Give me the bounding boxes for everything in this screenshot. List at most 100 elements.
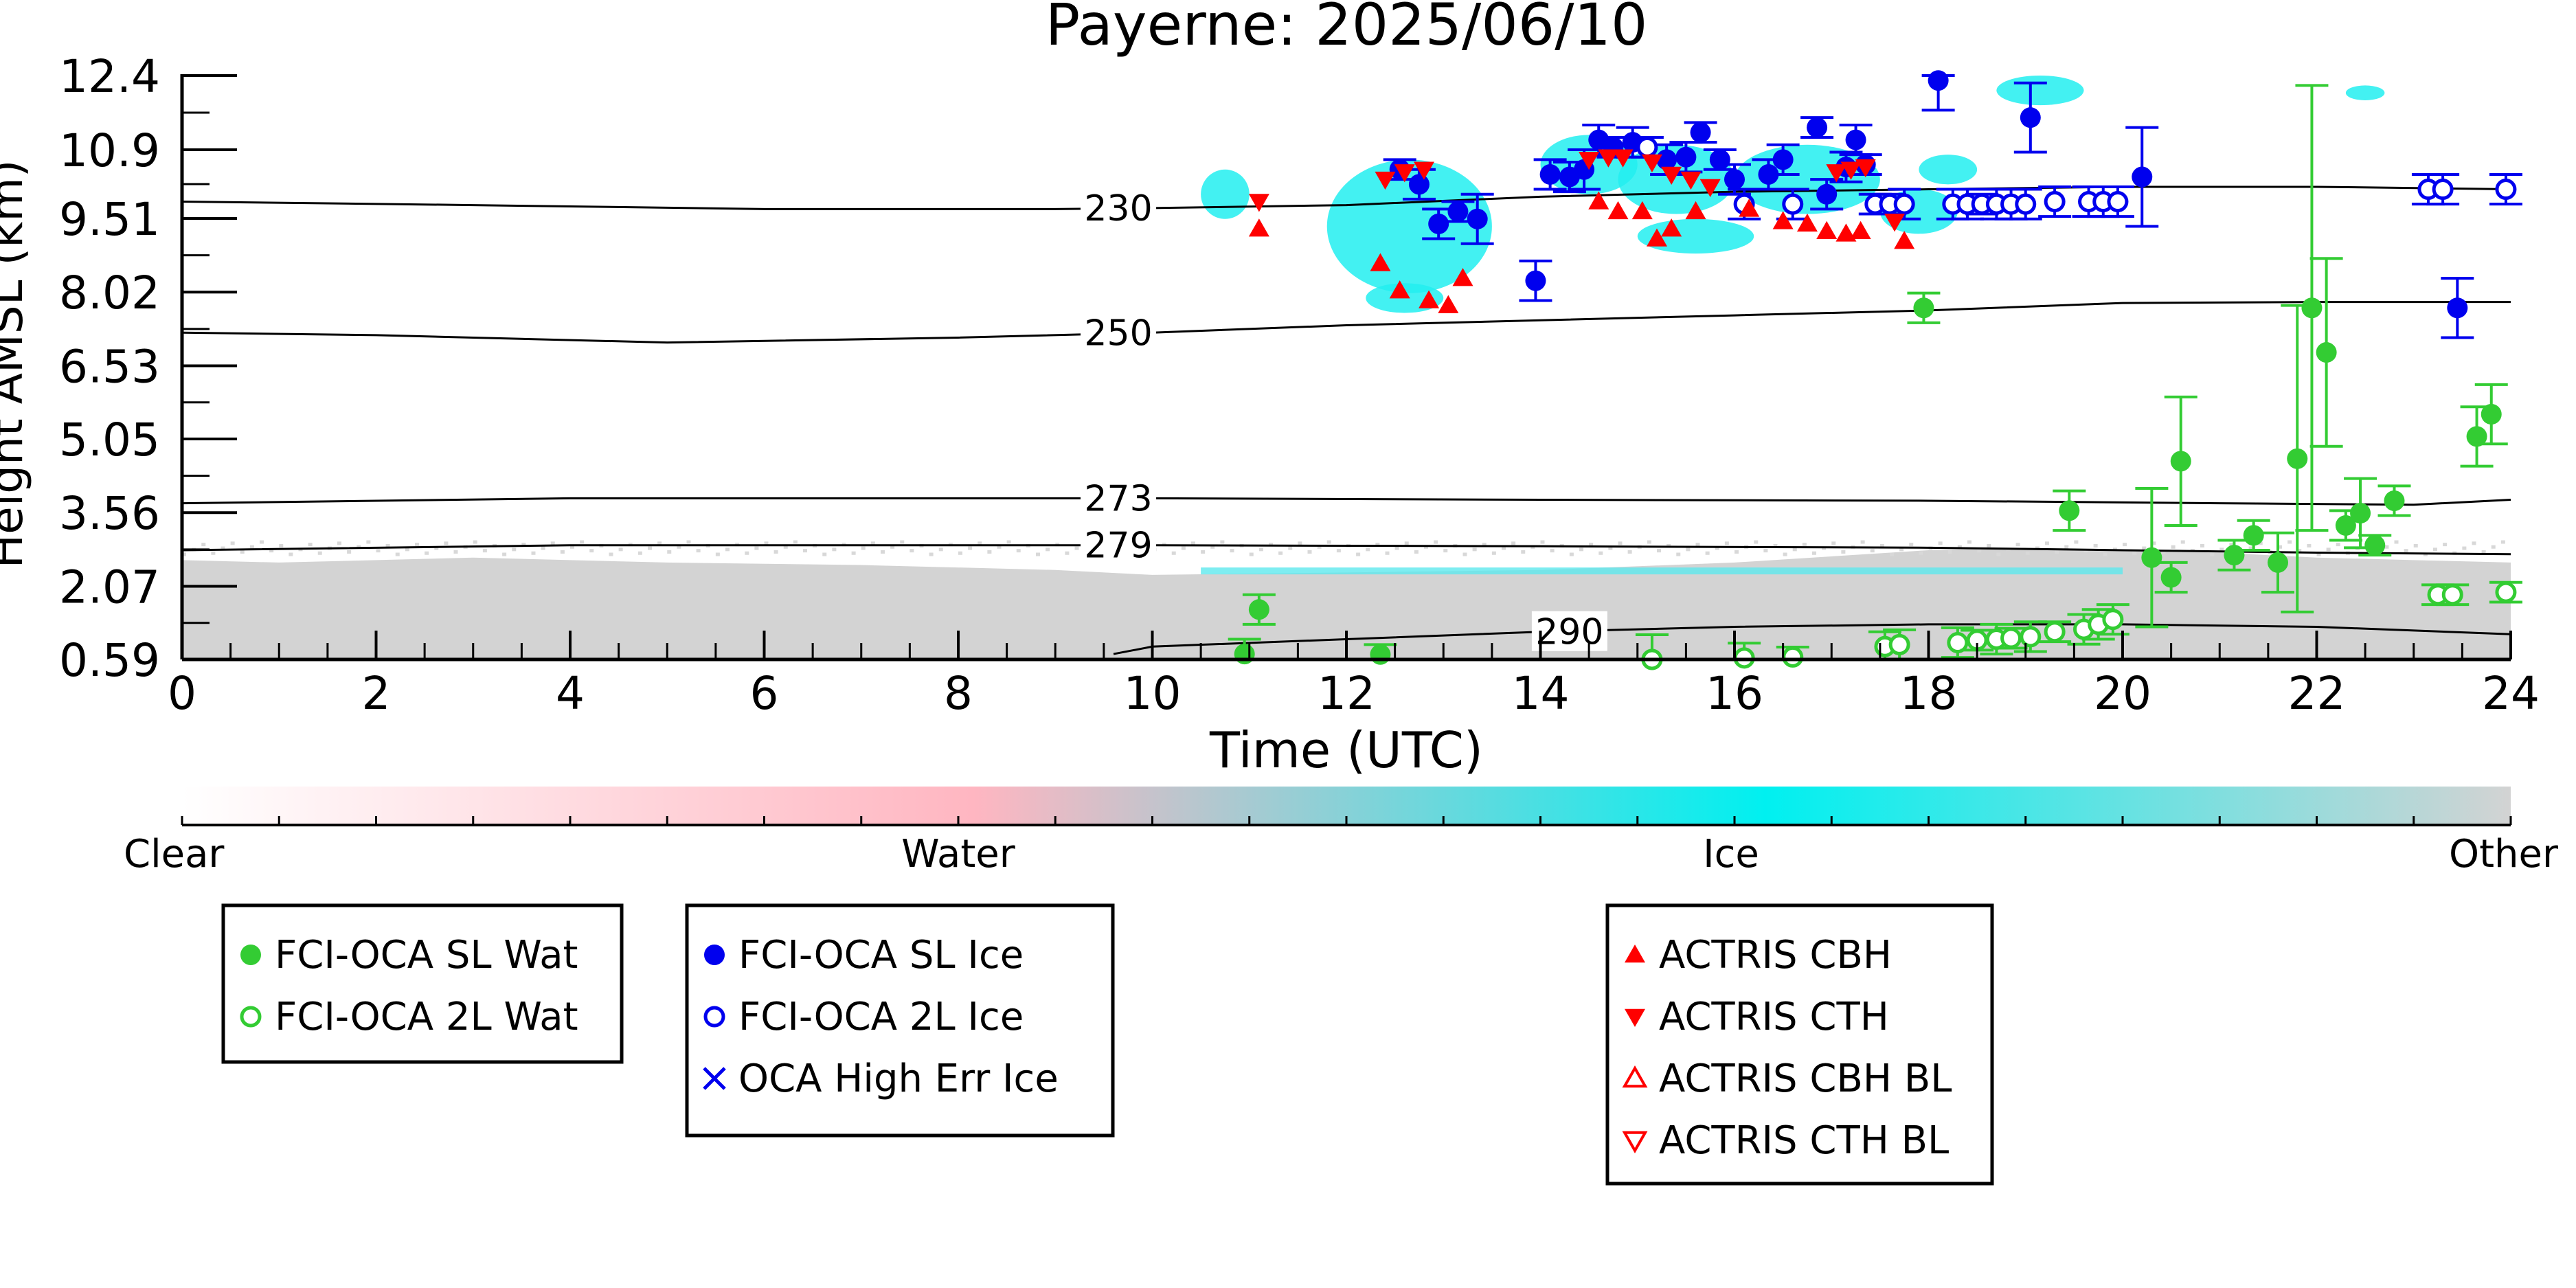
boundary-layer-speckle <box>609 552 613 556</box>
data-point <box>2132 166 2153 188</box>
boundary-layer-speckle <box>249 545 254 549</box>
boundary-layer-speckle <box>2142 546 2147 550</box>
boundary-layer-speckle <box>648 546 652 550</box>
legend-marker <box>1622 1131 1648 1154</box>
boundary-layer-speckle <box>1258 547 1263 552</box>
data-point <box>2224 545 2245 566</box>
legend-frame <box>1605 903 1994 1186</box>
boundary-layer-speckle <box>531 551 536 555</box>
boundary-layer-speckle <box>1802 543 1807 547</box>
boundary-layer-speckle <box>677 545 681 549</box>
boundary-layer-speckle <box>580 540 585 544</box>
data-point <box>2441 584 2463 606</box>
boundary-layer-speckle <box>1957 545 1962 549</box>
boundary-layer-speckle <box>1754 540 1759 544</box>
boundary-layer-speckle <box>2248 546 2253 550</box>
data-point <box>1699 179 1721 197</box>
boundary-layer-speckle <box>317 551 322 555</box>
boundary-layer-speckle <box>686 540 691 544</box>
data-point <box>1850 221 1871 239</box>
data-point <box>1394 164 1415 183</box>
data-point <box>2102 609 2124 631</box>
boundary-layer-speckle <box>1366 547 1370 552</box>
boundary-layer-speckle <box>958 551 962 555</box>
boundary-layer-speckle <box>909 549 914 553</box>
data-point <box>1685 201 1706 220</box>
boundary-layer-speckle <box>1589 543 1594 547</box>
data-point <box>1414 161 1434 180</box>
data-point <box>1772 211 1794 229</box>
boundary-layer-speckle <box>929 552 934 556</box>
data-point <box>1248 599 1269 620</box>
axes: 0 2 4 6 8 10 12 14 16 18 20 22 240.592.073.565.056.5… <box>59 50 2540 720</box>
legend-marker <box>1625 1008 1645 1027</box>
legend-entry: FCI-OCA 2L Wat <box>275 995 578 1039</box>
boundary-layer-speckle <box>2219 547 2224 552</box>
boundary-layer-speckle <box>1385 551 1390 555</box>
boundary-layer-speckle <box>1647 540 1651 544</box>
boundary-layer-speckle <box>182 552 186 556</box>
boundary-layer-speckle <box>1288 546 1293 550</box>
data-point <box>2000 627 2022 649</box>
boundary-layer-speckle <box>1947 550 1952 554</box>
boundary-layer-speckle <box>2384 545 2389 549</box>
boundary-layer-speckle <box>1462 552 1467 556</box>
boundary-layer-speckle <box>2500 540 2505 544</box>
boundary-layer-speckle <box>1977 549 1982 553</box>
data-point <box>1647 228 1667 247</box>
boundary-layer-speckle <box>1307 550 1312 554</box>
x-tick-label: 0 <box>168 667 196 720</box>
boundary-layer-speckle <box>1269 543 1273 547</box>
y-axis-label: Height AMSL (km) <box>0 160 33 569</box>
data-point <box>1389 280 1410 299</box>
boundary-layer-speckle <box>1434 540 1438 544</box>
ice-cloud-field <box>1996 76 2084 106</box>
boundary-layer-speckle <box>968 546 973 550</box>
legend-marker <box>704 945 725 965</box>
data-point <box>1370 253 1391 271</box>
data-point <box>1370 644 1391 665</box>
data-point <box>1835 223 1857 242</box>
boundary-layer-speckle <box>1336 549 1341 553</box>
data-point <box>1724 169 1745 190</box>
boundary-layer-speckle <box>1375 543 1380 547</box>
boundary-layer-speckle <box>2161 550 2166 554</box>
data-point <box>1467 208 1488 229</box>
legends: FCI-OCA SL Wat FCI-OCA 2L Wat FCI-OCA SL I… <box>221 903 1994 1186</box>
data-point <box>1855 159 1876 178</box>
boundary-layer-speckle <box>366 540 371 544</box>
boundary-layer-speckle <box>2015 543 2020 547</box>
boundary-layer-speckle <box>2481 550 2486 554</box>
boundary-layer-speckle <box>2404 549 2408 553</box>
x-axis-label: Time (UTC) <box>1209 721 1483 779</box>
boundary-layer-speckle <box>793 540 798 544</box>
boundary-layer-speckle <box>2433 547 2437 552</box>
boundary-layer-speckle <box>881 550 885 554</box>
boundary-layer-speckle <box>1249 552 1254 556</box>
x-tick-label: 24 <box>2482 667 2540 720</box>
data-point <box>2384 490 2405 511</box>
data-point <box>2495 581 2517 603</box>
legend-box-1: FCI-OCA SL Wat FCI-OCA 2L Wat <box>221 903 624 1064</box>
boundary-layer-speckle <box>1472 547 1477 552</box>
data-point <box>1782 193 1804 215</box>
data-point <box>1893 193 1915 215</box>
boundary-layer-speckle <box>1326 540 1331 544</box>
boundary-layer-speckle <box>773 550 778 554</box>
series-actris-cbh <box>1248 191 1915 313</box>
legend-entry: OCA High Err Ice <box>738 1057 1059 1101</box>
data-point <box>1525 270 1546 291</box>
legend-marker <box>240 945 261 965</box>
boundary-layer-speckle <box>1036 552 1040 556</box>
boundary-layer-speckle <box>1569 552 1574 556</box>
boundary-layer-speckle <box>667 550 672 554</box>
data-point <box>2107 191 2129 213</box>
data-point <box>2466 426 2487 447</box>
boundary-layer-speckle <box>2394 540 2399 544</box>
colorbar-label-other: Other <box>2449 832 2559 877</box>
boundary-layer-speckle <box>589 549 594 553</box>
boundary-layer-speckle <box>1278 551 1283 555</box>
boundary-layer-speckle <box>2443 543 2448 547</box>
boundary-layer-speckle <box>861 546 866 550</box>
boundary-layer-speckle <box>512 547 517 552</box>
